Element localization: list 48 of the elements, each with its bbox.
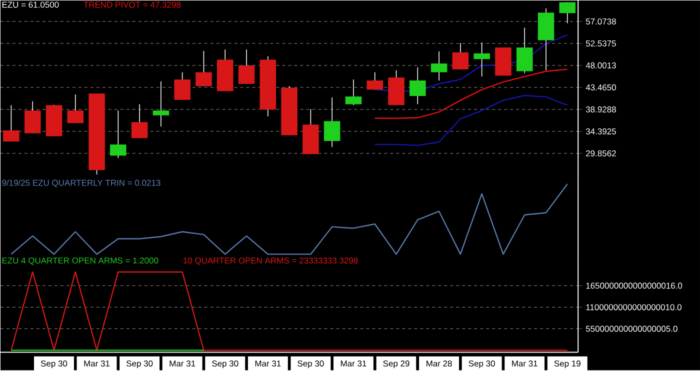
- line-series: [374, 68, 568, 119]
- line-series: [374, 94, 568, 146]
- candlestick: [152, 80, 170, 127]
- y-tick-label: 38.9288: [586, 106, 616, 112]
- candlestick: [474, 42, 490, 77]
- candlestick: [345, 78, 362, 106]
- chart-title: EZU = 61.0500: [2, 2, 59, 8]
- x-tick-label: Sep 30: [298, 360, 324, 368]
- x-tick-label: Mar 31: [512, 360, 538, 366]
- y-tick-label: 1650000000000000016.0: [586, 282, 682, 288]
- x-tick-label: Mar 31: [84, 360, 110, 366]
- x-tick-label: Sep 19: [554, 360, 580, 368]
- candlestick: [410, 66, 426, 104]
- candlestick: [131, 104, 148, 138]
- y-tick-label: 34.3925: [586, 128, 616, 134]
- y-tick-label: 52.5375: [586, 40, 616, 46]
- candlestick: [24, 100, 41, 134]
- y-tick-label: 48.0013: [586, 62, 616, 68]
- x-tick-label: Sep 30: [468, 360, 495, 368]
- candlestick: [238, 48, 255, 84]
- y-tick-label: 43.4650: [586, 84, 616, 90]
- candlestick: [3, 104, 20, 142]
- candlestick: [366, 72, 383, 90]
- x-tick-label: Mar 31: [340, 360, 366, 366]
- y-tick-label: 57.0738: [586, 18, 616, 24]
- x-tick-label: Sep 30: [40, 360, 68, 368]
- x-tick-label: Sep 30: [126, 360, 153, 368]
- candlestick: [174, 72, 190, 100]
- x-tick-label: Mar 31: [255, 360, 281, 366]
- candlestick: [110, 110, 126, 158]
- candlestick: [516, 27, 533, 74]
- x-tick-label: Mar 28: [426, 360, 452, 366]
- candlestick: [452, 42, 469, 70]
- y-tick-label: 1100000000000000010.0: [586, 304, 682, 310]
- x-tick-label: Mar 31: [170, 360, 196, 366]
- y-tick-label: 29.8562: [586, 150, 616, 156]
- candlestick: [559, 2, 576, 24]
- candlestick: [324, 96, 340, 148]
- y-tick-label: 550000000000000005.0: [586, 326, 678, 332]
- chart-title: 9/19/25 EZU QUARTERLY TRIN = 0.0213: [2, 179, 160, 188]
- text: TREND PIVOT = 47.3298: [84, 2, 181, 8]
- candlestick: [196, 50, 212, 86]
- x-tick-label: Sep 29: [383, 360, 410, 368]
- series-label: 10 QUARTER OPEN ARMS = 23333333.3298: [184, 257, 358, 265]
- candlestick: [430, 50, 448, 81]
- candlestick: [67, 94, 84, 124]
- text: EZU 4 QUARTER OPEN ARMS = 1.2000: [2, 257, 158, 265]
- x-tick-label: Sep 30: [212, 360, 238, 368]
